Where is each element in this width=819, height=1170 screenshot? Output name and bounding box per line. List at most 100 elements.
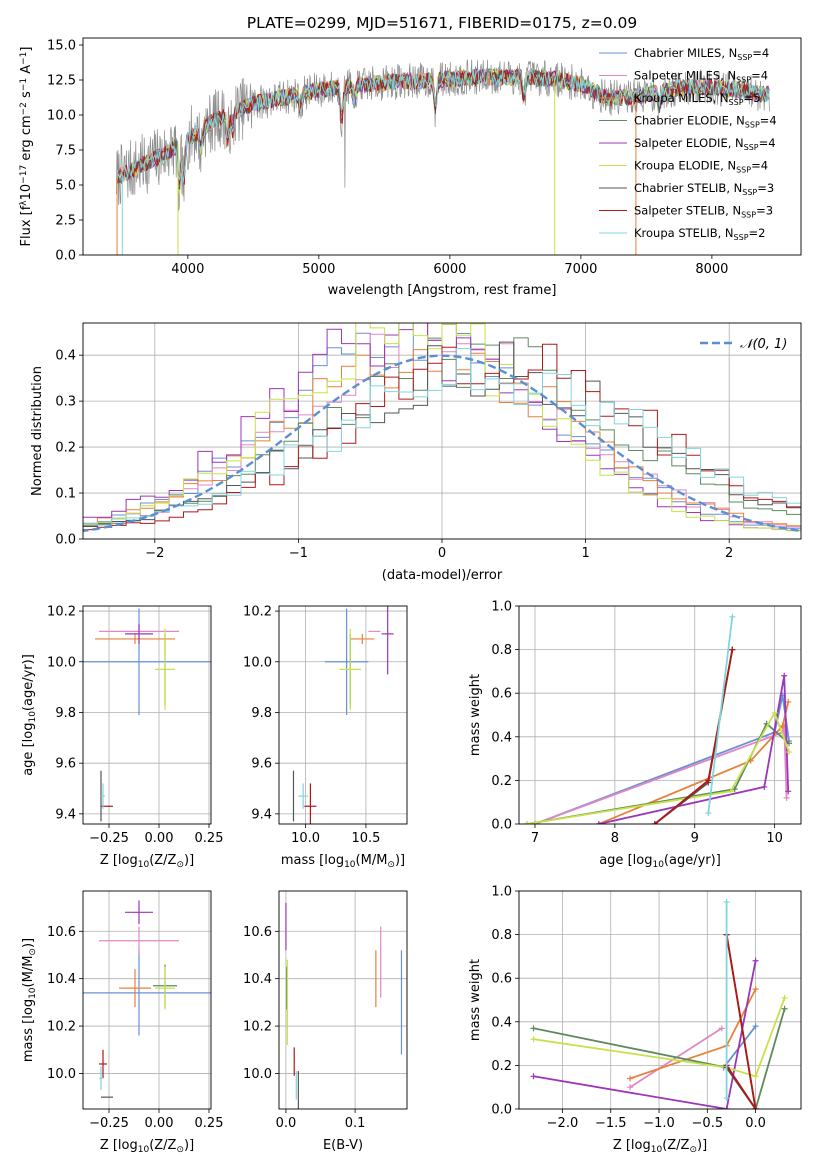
- weight_vs_Z-data: [530, 898, 788, 1109]
- weight-marker-SS: [705, 777, 712, 784]
- y-axis-label-group: mass weight: [468, 959, 483, 1041]
- weight-line-SE: [598, 675, 790, 824]
- y-tick-label: 0.0: [55, 249, 76, 264]
- axes-frame: [82, 890, 212, 1110]
- legend-label-CS: Chabrier STELIB, NSSP=3: [634, 181, 774, 197]
- y-tick-label: 10.0: [47, 655, 76, 670]
- mass_vs_Z-panel: −0.25 0.00 0.25 10.0 10.2 10.4 10.6 Z [log10(Z/…: [21, 890, 224, 1155]
- y-tick-label: 7.5: [55, 144, 76, 159]
- observed-spectrum-line: [116, 59, 770, 211]
- y-tick-label: 10.2: [243, 605, 272, 620]
- weight-marker-KE: [771, 709, 778, 716]
- y-tick-label: 10.0: [243, 655, 272, 670]
- y-axis-label-group: Flux [fλ10−17 erg cm−2 s−1 A−1]: [19, 47, 34, 247]
- figure-title: PLATE=0299, MJD=51671, FIBERID=0175, z=0…: [247, 14, 637, 32]
- x-tick-label: 8: [611, 831, 619, 846]
- y-tick-label: 9.8: [251, 706, 272, 721]
- weight-marker-KE: [727, 788, 734, 795]
- y-tick-label: 5.0: [55, 179, 76, 194]
- weight-marker-KE: [781, 994, 788, 1001]
- weight-marker-SM: [783, 794, 790, 801]
- weight-marker-SE: [752, 957, 759, 964]
- x-tick-label: 4000: [171, 262, 204, 277]
- x-axis-label: Z [log10(Z/Z⊙)]: [613, 1138, 707, 1155]
- spectrum-panel: 4000 5000 6000 7000 8000 0.0 2.5 5.0 7.5 10.0 12.5…: [19, 37, 802, 298]
- x-tick-label: 0.0: [276, 1116, 297, 1131]
- weight-line-SM: [534, 725, 788, 824]
- weight-marker-SE: [761, 783, 768, 790]
- x-tick-label: −2: [145, 546, 164, 561]
- weight-marker-CE: [781, 1005, 788, 1012]
- residuals-data: [83, 323, 801, 533]
- y-tick-label: 10.0: [47, 109, 76, 124]
- y-tick-label: 0.1: [55, 487, 76, 502]
- y-tick-label: 0.2: [55, 441, 76, 456]
- weight-marker-KS: [723, 898, 730, 905]
- age_vs_mass-data: [292, 606, 394, 824]
- weight-marker-KE: [752, 1073, 759, 1080]
- age_vs_Z-panel: −0.25 0.00 0.25 9.4 9.6 9.8 10.0 10.2 Z [log10(Z…: [21, 605, 223, 870]
- y-tick-label: 9.6: [55, 757, 76, 772]
- y-axis-label-group: age [log10(age/yr)]: [21, 654, 38, 776]
- y-tick-label: 0.8: [491, 928, 512, 943]
- y-tick-label: 0.0: [491, 1103, 512, 1118]
- weight-line-KS: [707, 616, 734, 814]
- weight-marker-KM: [627, 1075, 634, 1082]
- y-tick-label: 10.2: [47, 605, 76, 620]
- weight-marker-SE: [785, 788, 792, 795]
- axes-frame: [518, 890, 802, 1110]
- y-tick-label: 12.5: [47, 74, 76, 89]
- weight_vs_age-panel: 7 8 9 10 0.0 0.2 0.4 0.6 0.8 1.0 age [log10(age/yr…: [468, 600, 802, 870]
- y-axis-label: mass weight: [468, 959, 483, 1041]
- y-axis-label: mass weight: [468, 674, 483, 756]
- x-tick-label: 9: [691, 831, 699, 846]
- x-tick-label: 0.25: [195, 1116, 224, 1131]
- age_vs_mass-panel: 10.0 10.5 9.4 9.6 9.8 10.0 10.2 mass [log10(M/M…: [243, 605, 408, 870]
- y-tick-label: 0.2: [491, 1059, 512, 1074]
- y-axis-label: Flux [fλ10−17 erg cm−2 s−1 A−1]: [19, 47, 34, 247]
- y-tick-label: 0.6: [491, 687, 512, 702]
- weight-marker-SE: [723, 1106, 730, 1109]
- x-tick-label: 0: [438, 546, 446, 561]
- weight-marker-SE: [530, 1073, 537, 1080]
- y-tick-label: 0.4: [55, 349, 76, 364]
- weight_vs_age-data: [523, 613, 793, 824]
- residuals-panel: −2 −1 0 1 2 0.0 0.1 0.2 0.3 0.4 (data-model)/error…: [30, 322, 802, 583]
- y-tick-label: 0.4: [491, 1015, 512, 1030]
- y-tick-label: 0.8: [491, 643, 512, 658]
- y-tick-label: 10.2: [47, 1020, 76, 1035]
- weight_vs_Z-panel: −2.0 −1.5 −1.0 −0.5 0.0 0.0 0.2 0.4 0.6 0.8 1.0 Z […: [468, 885, 802, 1155]
- weight-line-KE: [533, 997, 786, 1078]
- weight-marker-SS: [729, 646, 736, 653]
- x-tick-label: 5000: [302, 262, 335, 277]
- x-tick-label: 10.0: [291, 831, 320, 846]
- y-axis-label: mass [log10(M/M⊙)]: [21, 938, 38, 1062]
- x-tick-label: 7: [531, 831, 539, 846]
- y-tick-label: 1.0: [491, 885, 512, 900]
- y-tick-label: 15.0: [47, 39, 76, 54]
- x-tick-label: −1.5: [595, 1116, 627, 1131]
- y-tick-label: 10.0: [47, 1067, 76, 1082]
- x-axis-label: Z [log10(Z/Z⊙)]: [100, 1138, 194, 1155]
- weight-line-SS: [725, 934, 757, 1109]
- axes-frame: [518, 605, 802, 825]
- x-tick-label: 8000: [695, 262, 728, 277]
- x-axis-label: (data-model)/error: [382, 568, 503, 583]
- y-axis-label-group: mass [log10(M/M⊙)]: [21, 938, 38, 1062]
- x-axis-label: age [log10(age/yr)]: [599, 853, 721, 870]
- x-tick-label: 2: [725, 546, 733, 561]
- age_vs_Z-data: [83, 608, 211, 822]
- weight-marker-SE: [595, 821, 602, 824]
- legend-label-KE: Kroupa ELODIE, NSSP=4: [634, 159, 768, 175]
- x-tick-label: −0.5: [692, 1116, 724, 1131]
- mass_vs_ebv-panel: 0.0 0.1 10.0 10.2 10.4 10.6 E(B-V): [243, 890, 408, 1153]
- y-tick-label: 10.0: [243, 1067, 272, 1082]
- weight-line-CE: [526, 722, 790, 824]
- weight-marker-CE: [530, 1025, 537, 1032]
- weight-marker-KM: [752, 986, 759, 993]
- spectrum-data: [116, 59, 770, 255]
- y-tick-label: 0.3: [55, 395, 76, 410]
- weight-marker-SE: [781, 672, 788, 679]
- x-tick-label: 0.1: [345, 1116, 366, 1131]
- x-tick-label: 10.5: [351, 831, 380, 846]
